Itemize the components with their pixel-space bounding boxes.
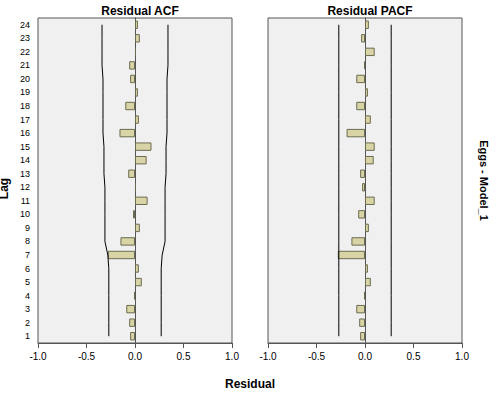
svg-text:18: 18 [20, 101, 30, 111]
svg-text:14: 14 [20, 155, 30, 165]
svg-text:0.0: 0.0 [358, 351, 372, 362]
svg-text:11: 11 [21, 196, 30, 206]
svg-text:0.0: 0.0 [128, 351, 142, 362]
svg-text:12: 12 [20, 182, 30, 192]
svg-text:5: 5 [25, 277, 30, 287]
svg-text:8: 8 [25, 236, 30, 246]
svg-text:23: 23 [20, 33, 30, 43]
svg-text:2: 2 [25, 318, 30, 328]
svg-text:0.5: 0.5 [407, 351, 421, 362]
svg-text:-1.0: -1.0 [29, 351, 47, 362]
svg-text:1.0: 1.0 [455, 351, 469, 362]
svg-text:17: 17 [20, 115, 30, 125]
svg-text:1: 1 [25, 331, 30, 341]
svg-text:Residual: Residual [225, 377, 275, 391]
svg-text:15: 15 [20, 142, 30, 152]
svg-text:-0.5: -0.5 [308, 351, 326, 362]
svg-text:-1.0: -1.0 [259, 351, 277, 362]
svg-text:0.5: 0.5 [177, 351, 191, 362]
svg-text:Lag: Lag [0, 178, 11, 199]
svg-text:9: 9 [25, 223, 30, 233]
svg-text:3: 3 [25, 304, 30, 314]
svg-text:-0.5: -0.5 [78, 351, 96, 362]
svg-text:16: 16 [20, 128, 30, 138]
svg-text:19: 19 [20, 87, 30, 97]
svg-text:Residual PACF: Residual PACF [327, 4, 412, 18]
svg-text:1.0: 1.0 [225, 351, 239, 362]
svg-text:21: 21 [20, 60, 30, 70]
svg-text:24: 24 [20, 20, 30, 30]
svg-text:20: 20 [20, 74, 30, 84]
svg-text:Residual ACF: Residual ACF [101, 4, 179, 18]
svg-text:10: 10 [20, 209, 30, 219]
svg-text:6: 6 [25, 264, 30, 274]
svg-text:7: 7 [25, 250, 30, 260]
svg-text:13: 13 [20, 169, 30, 179]
svg-text:4: 4 [25, 291, 30, 301]
svg-text:22: 22 [20, 47, 30, 57]
svg-text:Eggs - Model_1: Eggs - Model_1 [478, 140, 490, 221]
